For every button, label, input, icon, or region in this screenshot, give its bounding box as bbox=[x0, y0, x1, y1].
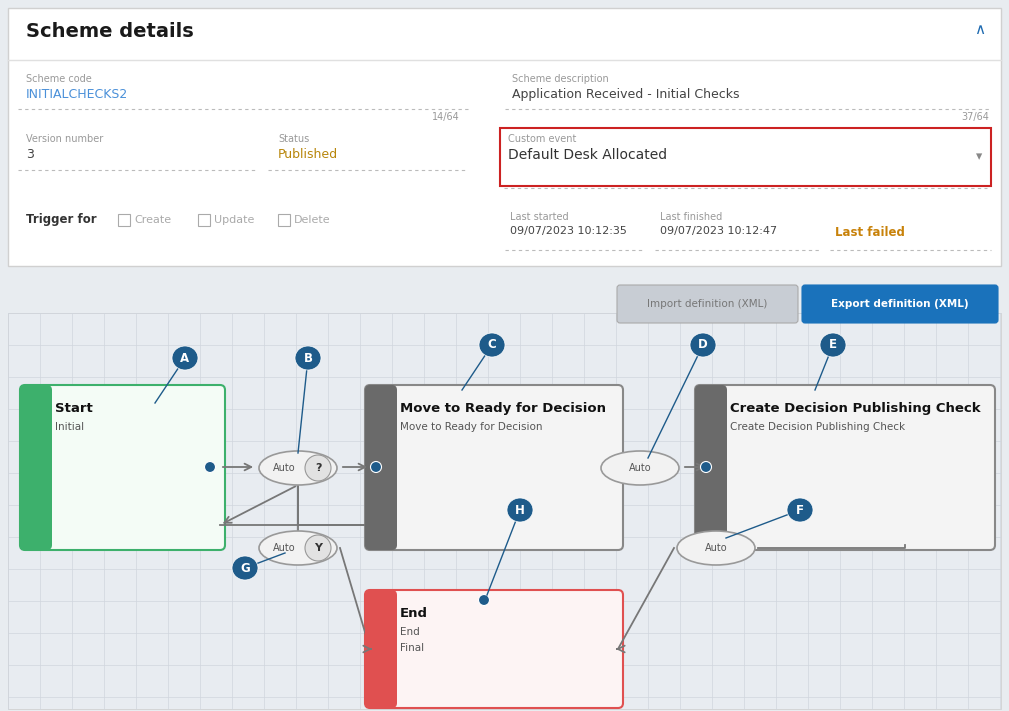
Text: Auto: Auto bbox=[704, 543, 727, 553]
Text: Create Decision Publishing Check: Create Decision Publishing Check bbox=[730, 422, 905, 432]
Bar bbox=[711, 390, 723, 545]
Bar bbox=[500, 128, 991, 186]
Text: ▾: ▾ bbox=[976, 151, 982, 164]
Circle shape bbox=[478, 594, 489, 606]
Text: H: H bbox=[515, 503, 525, 516]
Bar bbox=[198, 214, 210, 226]
Text: Move to Ready for Decision: Move to Ready for Decision bbox=[400, 422, 543, 432]
FancyBboxPatch shape bbox=[365, 590, 397, 708]
Bar bbox=[381, 595, 393, 703]
Circle shape bbox=[305, 455, 331, 481]
Text: Create: Create bbox=[134, 215, 172, 225]
Text: Initial: Initial bbox=[55, 422, 84, 432]
Text: Final: Final bbox=[400, 643, 424, 653]
Ellipse shape bbox=[172, 346, 198, 370]
Text: Last finished: Last finished bbox=[660, 212, 722, 222]
Text: Scheme details: Scheme details bbox=[26, 22, 194, 41]
Ellipse shape bbox=[677, 531, 755, 565]
FancyBboxPatch shape bbox=[365, 385, 623, 550]
Circle shape bbox=[305, 535, 331, 561]
Text: Custom event: Custom event bbox=[508, 134, 576, 144]
FancyBboxPatch shape bbox=[20, 385, 52, 550]
Text: Scheme code: Scheme code bbox=[26, 74, 92, 84]
Text: End: End bbox=[400, 607, 428, 620]
Ellipse shape bbox=[259, 531, 337, 565]
Circle shape bbox=[205, 461, 216, 473]
Text: Auto: Auto bbox=[272, 463, 296, 473]
Text: Delete: Delete bbox=[294, 215, 331, 225]
Text: B: B bbox=[304, 351, 313, 365]
Text: Trigger for: Trigger for bbox=[26, 213, 97, 227]
Text: Y: Y bbox=[314, 543, 322, 553]
Circle shape bbox=[700, 461, 711, 473]
Text: Export definition (XML): Export definition (XML) bbox=[831, 299, 969, 309]
Ellipse shape bbox=[820, 333, 846, 357]
Bar bbox=[8, 313, 1001, 709]
Text: Auto: Auto bbox=[272, 543, 296, 553]
Ellipse shape bbox=[479, 333, 504, 357]
Text: 14/64: 14/64 bbox=[432, 112, 460, 122]
Text: G: G bbox=[240, 562, 250, 574]
Text: D: D bbox=[698, 338, 708, 351]
FancyBboxPatch shape bbox=[695, 385, 995, 550]
Text: Version number: Version number bbox=[26, 134, 103, 144]
Text: Update: Update bbox=[214, 215, 254, 225]
Ellipse shape bbox=[787, 498, 813, 522]
Text: 09/07/2023 10:12:47: 09/07/2023 10:12:47 bbox=[660, 226, 777, 236]
Circle shape bbox=[370, 461, 381, 473]
Text: ?: ? bbox=[315, 463, 321, 473]
Text: 09/07/2023 10:12:35: 09/07/2023 10:12:35 bbox=[510, 226, 627, 236]
Text: Default Desk Allocated: Default Desk Allocated bbox=[508, 148, 667, 162]
Bar bbox=[8, 8, 1001, 266]
Text: 37/64: 37/64 bbox=[962, 112, 989, 122]
Text: End: End bbox=[400, 627, 420, 637]
Text: ∧: ∧ bbox=[974, 22, 985, 37]
FancyBboxPatch shape bbox=[802, 285, 998, 323]
FancyBboxPatch shape bbox=[365, 590, 623, 708]
Ellipse shape bbox=[259, 451, 337, 485]
Text: Create Decision Publishing Check: Create Decision Publishing Check bbox=[730, 402, 981, 415]
Text: Scheme description: Scheme description bbox=[512, 74, 608, 84]
Text: Application Received - Initial Checks: Application Received - Initial Checks bbox=[512, 88, 740, 101]
Text: Last started: Last started bbox=[510, 212, 569, 222]
FancyBboxPatch shape bbox=[365, 385, 397, 550]
Text: Last failed: Last failed bbox=[835, 226, 905, 239]
Text: Import definition (XML): Import definition (XML) bbox=[648, 299, 768, 309]
Text: Move to Ready for Decision: Move to Ready for Decision bbox=[400, 402, 606, 415]
Ellipse shape bbox=[295, 346, 321, 370]
Text: Status: Status bbox=[278, 134, 309, 144]
FancyBboxPatch shape bbox=[20, 385, 225, 550]
FancyBboxPatch shape bbox=[695, 385, 727, 550]
Text: 3: 3 bbox=[26, 148, 34, 161]
Text: Published: Published bbox=[278, 148, 338, 161]
Bar bbox=[381, 390, 393, 545]
Bar bbox=[36, 390, 48, 545]
FancyBboxPatch shape bbox=[616, 285, 798, 323]
Ellipse shape bbox=[507, 498, 533, 522]
Ellipse shape bbox=[601, 451, 679, 485]
Text: C: C bbox=[487, 338, 496, 351]
Ellipse shape bbox=[232, 556, 258, 580]
Text: A: A bbox=[181, 351, 190, 365]
Text: Auto: Auto bbox=[629, 463, 652, 473]
Bar bbox=[278, 214, 290, 226]
Text: F: F bbox=[796, 503, 804, 516]
Text: E: E bbox=[829, 338, 837, 351]
Text: Start: Start bbox=[55, 402, 93, 415]
Bar bbox=[118, 214, 130, 226]
Text: INITIALCHECKS2: INITIALCHECKS2 bbox=[26, 88, 128, 101]
Ellipse shape bbox=[690, 333, 716, 357]
